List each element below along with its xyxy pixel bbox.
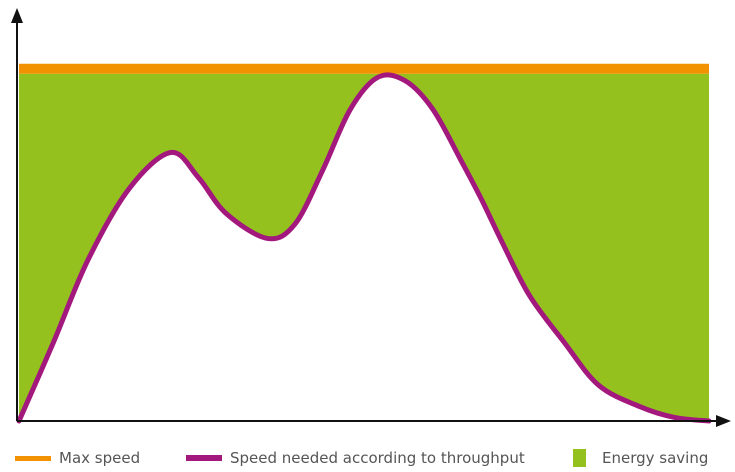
x-axis-arrow-icon [716, 415, 731, 427]
legend-label-speed-needed: Speed needed according to throughput [230, 449, 525, 467]
legend-swatch-max-speed [15, 455, 51, 461]
energy-saving-area [19, 73, 709, 422]
legend-label-max-speed: Max speed [59, 449, 141, 467]
y-axis-arrow-icon [11, 8, 23, 23]
legend-item-energy-saving: Energy saving [573, 447, 708, 469]
legend-item-max-speed: Max speed [15, 447, 140, 469]
legend: Max speed Speed needed according to thro… [0, 447, 735, 469]
legend-label-energy-saving: Energy saving [602, 449, 709, 467]
legend-item-speed-needed: Speed needed according to throughput [186, 447, 525, 469]
chart-svg [11, 8, 731, 427]
legend-swatch-energy-saving [573, 449, 586, 467]
series-speed-needed-line [16, 72, 712, 424]
legend-swatch-speed-needed [186, 455, 222, 461]
